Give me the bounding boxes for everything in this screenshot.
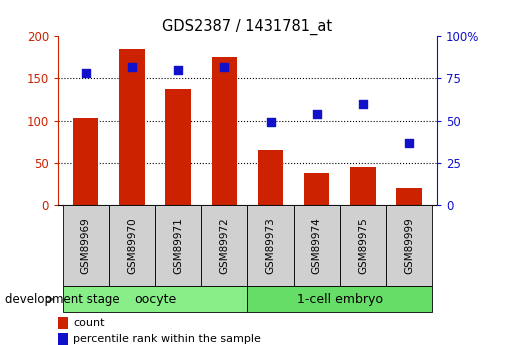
Text: GSM89974: GSM89974 [312, 217, 322, 274]
Point [405, 140, 413, 146]
Text: GSM89972: GSM89972 [219, 217, 229, 274]
Text: 1-cell embryo: 1-cell embryo [297, 293, 383, 306]
Bar [63, 286, 247, 312]
Point [313, 111, 321, 117]
Bar [293, 205, 340, 286]
Bar [155, 205, 201, 286]
Text: count: count [73, 318, 105, 328]
Title: GDS2387 / 1431781_at: GDS2387 / 1431781_at [163, 19, 332, 35]
Bar [340, 205, 386, 286]
Point [82, 71, 90, 76]
Text: oocyte: oocyte [134, 293, 176, 306]
Bar [304, 173, 329, 205]
Bar [212, 57, 237, 205]
Text: GSM89971: GSM89971 [173, 217, 183, 274]
Bar [166, 89, 191, 205]
Bar [247, 286, 432, 312]
Text: percentile rank within the sample: percentile rank within the sample [73, 334, 261, 344]
Text: development stage: development stage [5, 293, 120, 306]
Bar [201, 205, 247, 286]
Point [174, 67, 182, 73]
Bar [386, 205, 432, 286]
Bar [350, 167, 376, 205]
Point [267, 120, 275, 125]
Point [220, 64, 228, 69]
Text: GSM89975: GSM89975 [358, 217, 368, 274]
Bar [63, 205, 109, 286]
Bar [247, 205, 293, 286]
Bar [109, 205, 155, 286]
Point [359, 101, 367, 107]
Bar [119, 49, 144, 205]
Bar [396, 188, 422, 205]
Point [128, 64, 136, 69]
Bar [58, 317, 68, 329]
Bar [58, 333, 68, 345]
Text: GSM89969: GSM89969 [81, 217, 91, 274]
Bar [258, 150, 283, 205]
Text: GSM89970: GSM89970 [127, 217, 137, 274]
Text: GSM89973: GSM89973 [266, 217, 276, 274]
Bar [73, 118, 98, 205]
Text: GSM89999: GSM89999 [404, 217, 414, 274]
